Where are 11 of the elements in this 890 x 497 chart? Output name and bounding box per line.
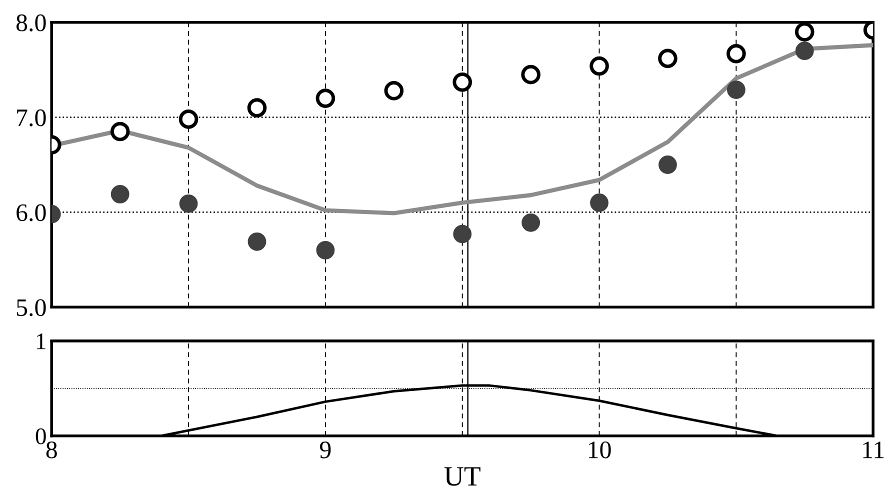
y-tick-label: 7.0 (17, 109, 46, 126)
x-tick-label: 9 (320, 442, 331, 458)
x-tick-label: 8 (46, 441, 57, 458)
y-tick-label: 6.0 (16, 204, 46, 222)
y-tick-label: 0 (36, 428, 46, 444)
y-tick-label: 5.0 (16, 299, 46, 316)
x-tick-label: 11 (863, 442, 884, 458)
x-axis-title: UT (444, 467, 480, 486)
y-tick-label: 1 (37, 334, 46, 350)
y-tick-label: 8.0 (16, 14, 46, 32)
x-tick-label: 10 (588, 441, 611, 458)
